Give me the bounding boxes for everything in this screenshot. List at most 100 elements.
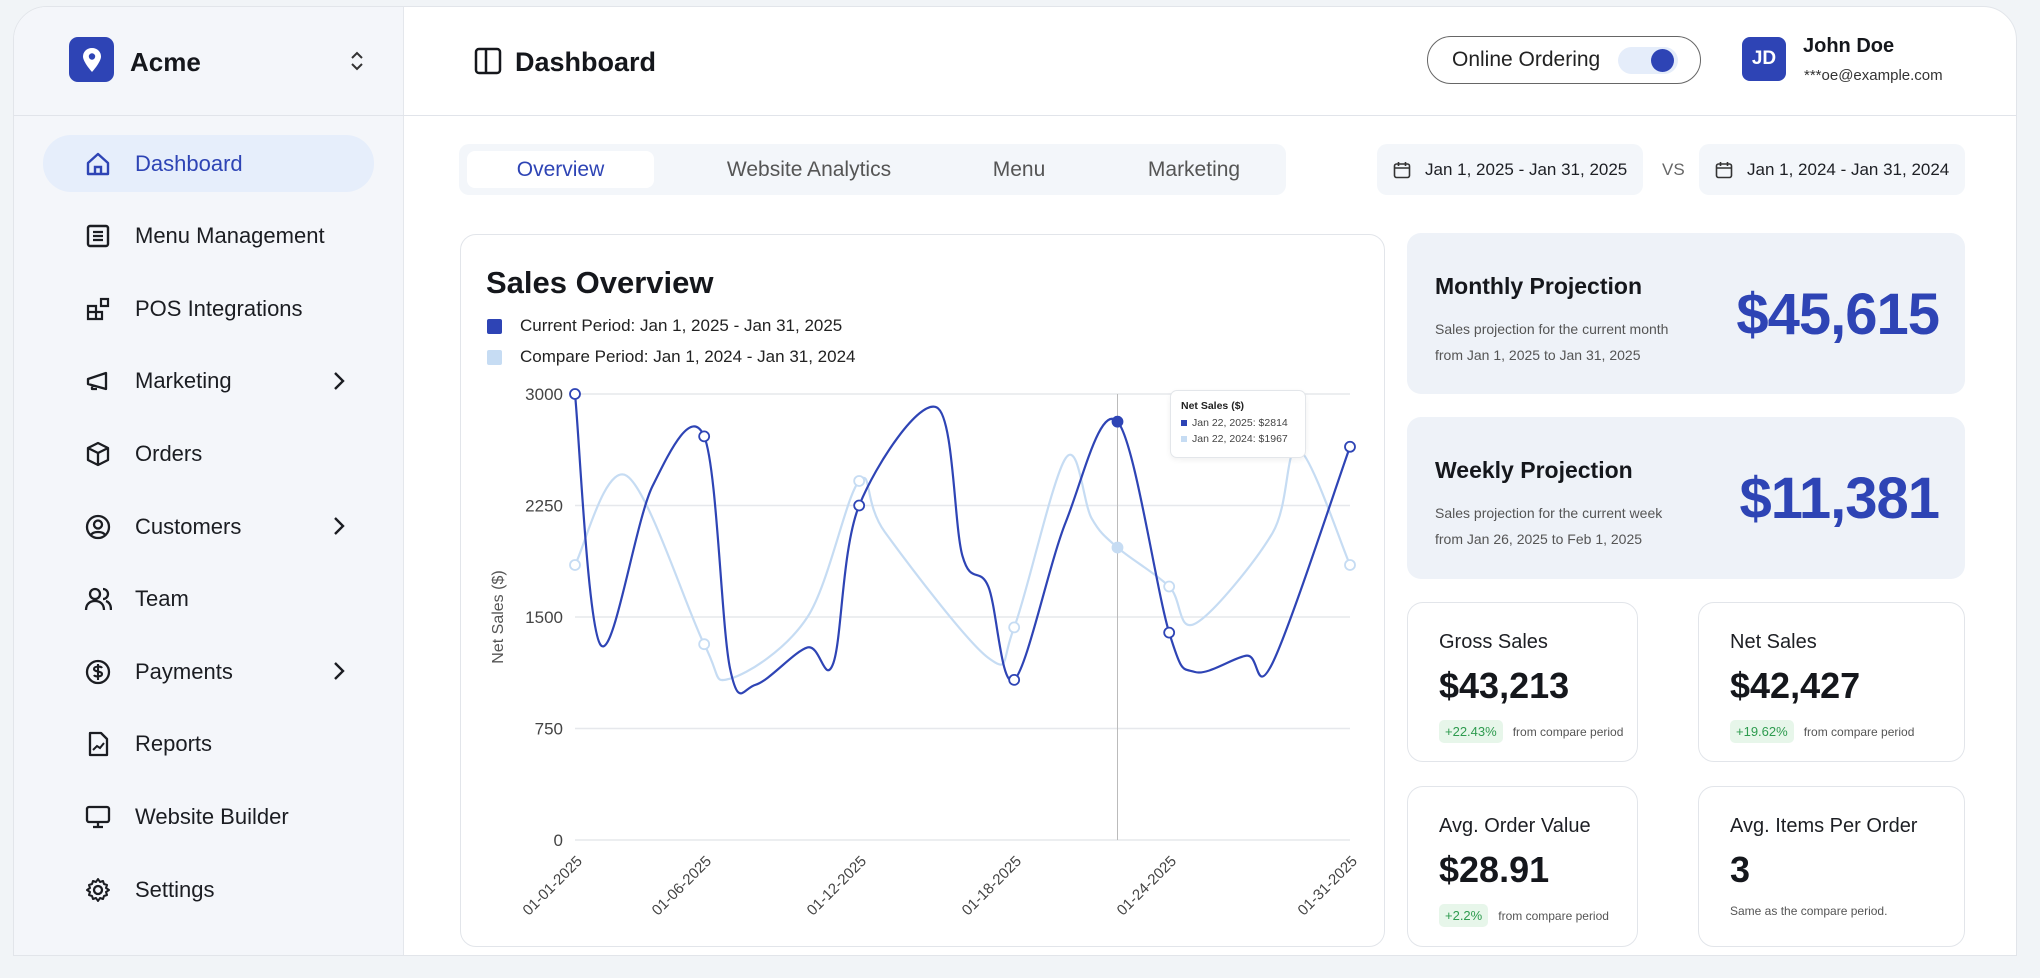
- gear-icon: [83, 875, 113, 905]
- data-point-compare: [1163, 580, 1176, 593]
- monthly-projection-card: Monthly Projection Sales projection for …: [1407, 233, 1965, 394]
- projection-title: Weekly Projection: [1435, 457, 1633, 483]
- sidebar-item-website-builder[interactable]: Website Builder: [43, 788, 374, 845]
- x-tick-label: 01-01-2025: [520, 853, 586, 919]
- projection-title: Monthly Projection: [1435, 273, 1642, 299]
- app-window: Acme Dashboard Menu Management POS Integra…: [13, 6, 2017, 956]
- y-tick-label: 2250: [525, 497, 563, 516]
- sidebar-item-pos-integrations[interactable]: POS Integrations: [43, 280, 374, 337]
- sidebar: Acme Dashboard Menu Management POS Integra…: [14, 7, 404, 955]
- data-point-current: [1163, 626, 1176, 639]
- stat-title: Net Sales: [1730, 631, 1817, 653]
- sidebar-item-payments[interactable]: Payments: [43, 643, 374, 700]
- sidebar-item-dashboard[interactable]: Dashboard: [43, 135, 374, 192]
- report-icon: [83, 729, 113, 759]
- sidebar-item-reports[interactable]: Reports: [43, 716, 374, 773]
- y-tick-label: 750: [535, 720, 563, 739]
- stat-note: from compare period: [1498, 908, 1609, 923]
- legend-current[interactable]: Current Period: Jan 1, 2025 - Jan 31, 20…: [487, 316, 842, 336]
- megaphone-icon: [83, 366, 113, 396]
- x-tick-label: 01-24-2025: [1114, 853, 1180, 919]
- chevron-right-icon: [334, 662, 345, 681]
- projection-description: Sales projection for the current month: [1435, 321, 1669, 337]
- x-tick-label: 01-18-2025: [959, 853, 1025, 919]
- data-point-compare: [698, 638, 711, 651]
- avatar[interactable]: JD: [1742, 37, 1786, 81]
- stat-note: from compare period: [1803, 724, 1915, 739]
- calendar-icon: [1393, 161, 1411, 178]
- y-tick-label: 0: [554, 831, 563, 850]
- projection-range: from Jan 1, 2025 to Jan 31, 2025: [1435, 347, 1641, 363]
- tooltip-swatch-current: [1181, 420, 1187, 426]
- tab-menu[interactable]: Menu: [992, 157, 1046, 181]
- tab-bar: Overview Website Analytics Menu Marketin…: [459, 144, 1286, 195]
- stat-title: Avg. Order Value: [1439, 815, 1591, 837]
- sidebar-item-label: Orders: [135, 440, 203, 466]
- tooltip-compare: Jan 22, 2024: $1967: [1192, 433, 1288, 445]
- sales-line-chart[interactable]: 0 750 1500 2250 3000 Net Sales ($) 01-01-2025 0…: [461, 235, 1386, 948]
- toggle-knob: [1651, 49, 1674, 72]
- sales-overview-card: Sales Overview Current Period: Jan 1, 20…: [460, 234, 1385, 947]
- chart-title: Sales Overview: [486, 265, 714, 300]
- data-point-compare: [1344, 559, 1356, 571]
- data-point-current: [853, 499, 866, 512]
- data-point-compare: [569, 559, 581, 571]
- data-point-compare: [1008, 621, 1021, 634]
- sidebar-toggle-icon[interactable]: [474, 47, 502, 75]
- sidebar-item-menu-management[interactable]: Menu Management: [43, 208, 374, 265]
- chart-tooltip: Net Sales ($) Jan 22, 2025: $2814 Jan 22…: [1170, 390, 1306, 458]
- tooltip-swatch-compare: [1181, 436, 1187, 442]
- avg-items-per-order-card: Avg. Items Per Order 3 Same as the compa…: [1698, 786, 1965, 947]
- stat-value: $28.91: [1439, 849, 1550, 890]
- stat-value: 3: [1730, 849, 1751, 890]
- chevron-right-icon: [334, 517, 345, 535]
- toggle-switch[interactable]: [1618, 47, 1678, 74]
- data-point-current: [1111, 415, 1124, 428]
- data-point-current: [1008, 673, 1021, 686]
- tab-marketing[interactable]: Marketing: [1147, 157, 1241, 181]
- avg-order-value-card: Avg. Order Value $28.91 +2.2% from compar…: [1407, 786, 1638, 947]
- online-ordering-toggle[interactable]: Online Ordering: [1427, 36, 1701, 84]
- compare-date-range-button[interactable]: Jan 1, 2024 - Jan 31, 2024: [1699, 144, 1965, 195]
- projection-value: $11,381: [1739, 466, 1940, 531]
- series-line-compare: [574, 447, 1352, 682]
- tab-overview[interactable]: Overview: [467, 151, 654, 188]
- stat-value: $43,213: [1439, 665, 1570, 706]
- x-tick-label: 01-12-2025: [804, 853, 870, 919]
- y-tick-label: 3000: [525, 385, 563, 404]
- workspace-switcher[interactable]: Acme: [14, 7, 404, 116]
- sidebar-item-settings[interactable]: Settings: [43, 861, 374, 918]
- legend-compare-label: Compare Period: Jan 1, 2024 - Jan 31, 20…: [520, 347, 856, 366]
- net-sales-card: Net Sales $42,427 +19.62% from compare pe…: [1698, 602, 1965, 762]
- list-icon: [83, 221, 113, 251]
- legend-compare[interactable]: Compare Period: Jan 1, 2024 - Jan 31, 20…: [487, 347, 856, 367]
- data-point-current: [569, 388, 581, 400]
- sidebar-item-label: Dashboard: [135, 150, 243, 176]
- sidebar-item-label: Settings: [135, 876, 215, 902]
- stat-title: Avg. Items Per Order: [1730, 815, 1918, 837]
- projection-description: Sales projection for the current week: [1435, 505, 1663, 521]
- sidebar-item-marketing[interactable]: Marketing: [43, 353, 374, 410]
- top-header: Dashboard Online Ordering JD John Doe **…: [404, 7, 2016, 116]
- gross-sales-card: Gross Sales $43,213 +22.43% from compare …: [1407, 602, 1638, 762]
- sidebar-item-label: Menu Management: [135, 223, 325, 249]
- legend-current-label: Current Period: Jan 1, 2025 - Jan 31, 20…: [520, 316, 843, 335]
- data-point-current: [1344, 440, 1356, 453]
- sidebar-item-customers[interactable]: Customers: [43, 498, 374, 555]
- current-date-range-button[interactable]: Jan 1, 2025 - Jan 31, 2025: [1377, 144, 1643, 195]
- page-title: Dashboard: [515, 47, 657, 77]
- calendar-icon: [1715, 161, 1733, 178]
- chevron-up-down-icon: [351, 51, 363, 71]
- sidebar-item-team[interactable]: Team: [43, 571, 374, 628]
- projection-range: from Jan 26, 2025 to Feb 1, 2025: [1435, 531, 1643, 547]
- sidebar-item-label: Reports: [135, 731, 213, 757]
- user-name: John Doe: [1803, 35, 1895, 57]
- tab-website-analytics[interactable]: Website Analytics: [726, 157, 892, 181]
- user-circle-icon: [83, 512, 113, 542]
- series-line-current: [573, 393, 1352, 695]
- sidebar-item-orders[interactable]: Orders: [43, 425, 374, 482]
- x-tick-label: 01-31-2025: [1295, 853, 1361, 919]
- data-point-compare: [853, 475, 866, 487]
- chevron-right-icon: [334, 371, 345, 390]
- dollar-circle-icon: [83, 657, 113, 687]
